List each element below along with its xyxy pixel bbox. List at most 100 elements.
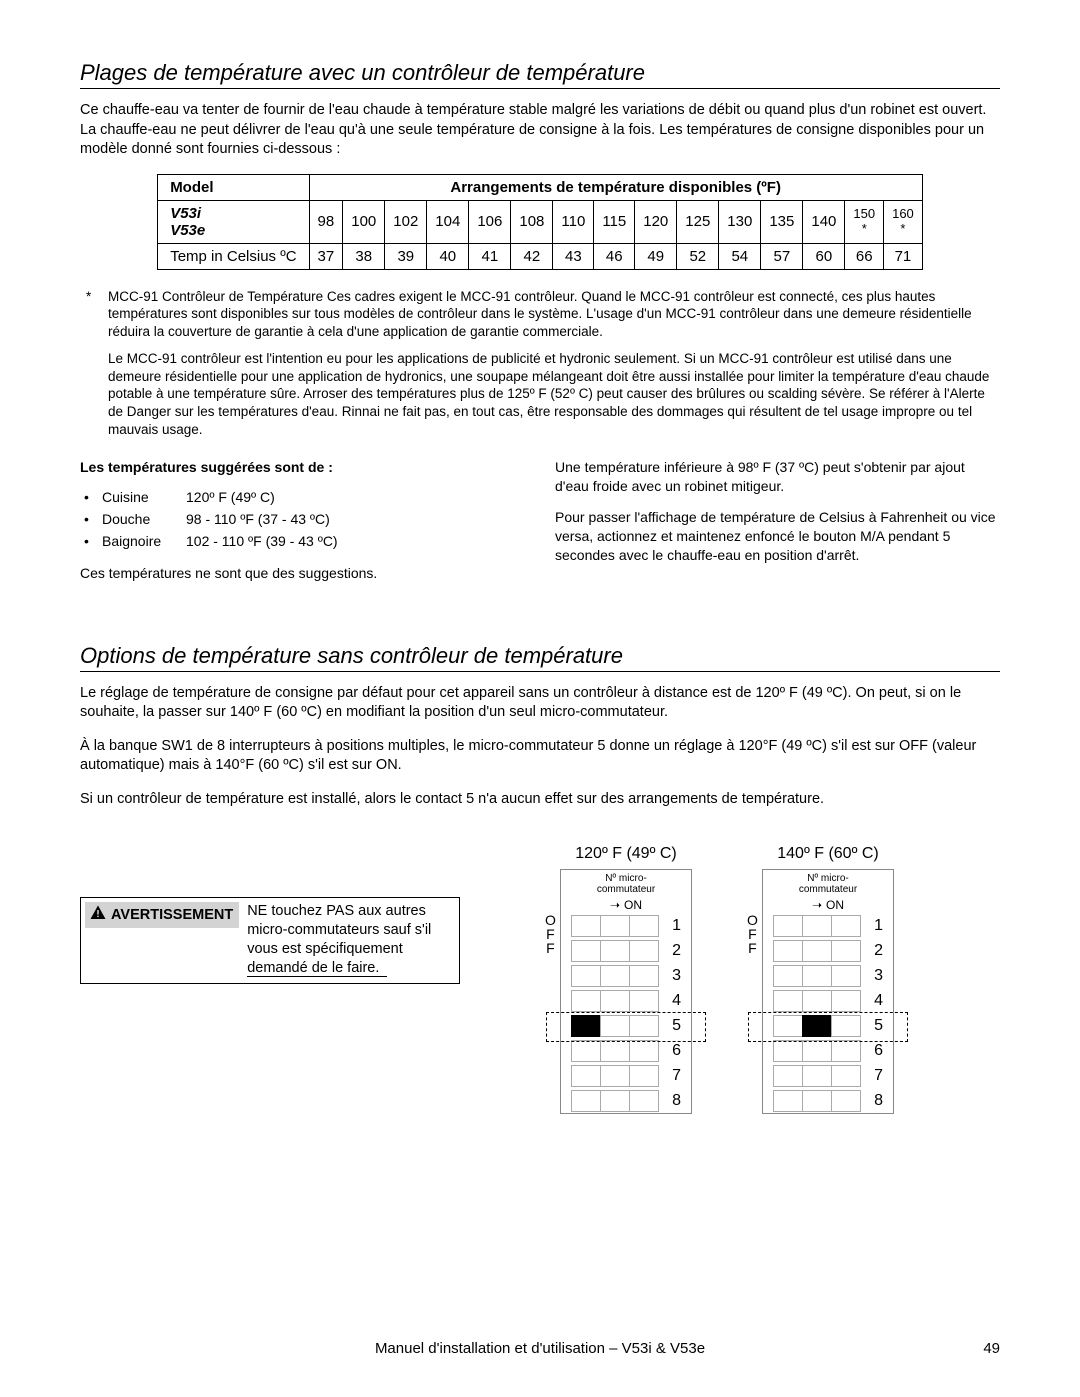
dip-cell <box>802 1040 832 1062</box>
temp-c-cell: 37 <box>309 243 343 269</box>
suggested-label: Douche <box>102 510 186 529</box>
dip-cell <box>831 965 861 987</box>
dip-number: 8 <box>861 1092 889 1110</box>
dip-number: 7 <box>861 1067 889 1085</box>
dip-cell <box>802 965 832 987</box>
dip-number: 3 <box>861 967 889 985</box>
suggested-value: 120º F (49º C) <box>186 488 275 507</box>
dip-row: 4 <box>763 988 893 1013</box>
dip-number: 2 <box>861 942 889 960</box>
dip-cell <box>831 1040 861 1062</box>
dip-number: 1 <box>659 917 687 935</box>
dip-number: 5 <box>659 1017 687 1035</box>
dip-head: Nº micro- commutateur <box>763 874 893 896</box>
dip-row: 8 <box>763 1088 893 1113</box>
rightcol-p1: Une température inférieure à 98º F (37 º… <box>555 458 1000 496</box>
dip-row: 7 <box>763 1063 893 1088</box>
temp-c-cell: 52 <box>677 243 719 269</box>
temp-f-cell: 98 <box>309 200 343 243</box>
dip-cell <box>773 1090 803 1112</box>
dip-off-label: OFF <box>545 913 556 955</box>
arrow-right-icon: ➝ <box>610 898 620 912</box>
temp-f-cell: 106 <box>469 200 511 243</box>
dip-cell <box>600 965 630 987</box>
dip-cell <box>629 1015 659 1037</box>
dip-row: 5 <box>561 1013 691 1038</box>
dip-cell <box>802 915 832 937</box>
dip-cell <box>571 915 601 937</box>
section2-p1: Le réglage de température de consigne pa… <box>80 684 1000 723</box>
dip-cell <box>831 1090 861 1112</box>
dip-row: 6 <box>561 1038 691 1063</box>
dip-cell <box>600 1090 630 1112</box>
temp-f-cell: 115 <box>594 200 635 243</box>
temp-f-cell: 120 <box>635 200 677 243</box>
dip-row: 2 <box>763 938 893 963</box>
warning-label: AVERTISSEMENT <box>111 907 233 923</box>
section2-p2: À la banque SW1 de 8 interrupteurs à pos… <box>80 737 1000 776</box>
dip-row: 8 <box>561 1088 691 1113</box>
dip-block-140: 140º F (60º C) Nº micro- commutateur ➝ O… <box>762 845 894 1117</box>
dip-number: 1 <box>861 917 889 935</box>
table-row-celsius: Temp in Celsius ºC 37 38 39 40 41 42 43 … <box>158 243 923 269</box>
note-1-text: MCC-91 Contrôleur de Température Ces cad… <box>108 288 1000 341</box>
temp-c-cell: 42 <box>511 243 553 269</box>
suggested-footer: Ces températures ne sont que des suggest… <box>80 564 525 583</box>
dip-cell <box>831 915 861 937</box>
note-2: Le MCC-91 contrôleur est l'intention eu … <box>80 350 1000 438</box>
dip-rows: OFF 12345678 <box>561 913 691 1113</box>
dip-cell <box>571 1040 601 1062</box>
suggested-section: Les températures suggérées sont de : • C… <box>80 458 1000 582</box>
bullet-icon: • <box>84 510 102 529</box>
temp-f-cell: 160* <box>884 200 923 243</box>
dip-cell <box>802 1090 832 1112</box>
dip-cell <box>600 940 630 962</box>
temp-c-cell: 38 <box>343 243 385 269</box>
warning-wrap: AVERTISSEMENT NE touchez PAS aux autres … <box>80 829 500 983</box>
suggested-label: Cuisine <box>102 488 186 507</box>
dip-row: 4 <box>561 988 691 1013</box>
dip-cell <box>773 915 803 937</box>
temp-f-cell: 110 <box>553 200 594 243</box>
warning-box: AVERTISSEMENT NE touchez PAS aux autres … <box>80 897 460 983</box>
temp-c-cell: 41 <box>469 243 511 269</box>
temp-f-cell: 108 <box>511 200 553 243</box>
temp-c-cell: 39 <box>385 243 427 269</box>
dip-number: 6 <box>861 1042 889 1060</box>
dip-cell <box>773 940 803 962</box>
dip-cell <box>802 940 832 962</box>
dip-on-indicator: ➝ ON <box>763 898 893 912</box>
suggested-item: • Baignoire 102 - 110 ºF (39 - 43 ºC) <box>80 532 525 551</box>
temp-c-cell: 43 <box>553 243 594 269</box>
suggested-item: • Cuisine 120º F (49º C) <box>80 488 525 507</box>
dip-rows: OFF 12345678 <box>763 913 893 1113</box>
suggested-label: Baignoire <box>102 532 186 551</box>
section1-intro: Ce chauffe-eau va tenter de fournir de l… <box>80 101 1000 160</box>
dip-number: 2 <box>659 942 687 960</box>
dip-140-title: 140º F (60º C) <box>762 845 894 863</box>
dip-row: 3 <box>763 963 893 988</box>
dip-row: 1 <box>763 913 893 938</box>
dip-120-title: 120º F (49º C) <box>560 845 692 863</box>
dip-cell <box>571 990 601 1012</box>
dip-cell <box>802 1015 832 1037</box>
suggested-value: 98 - 110 ºF (37 - 43 ºC) <box>186 510 330 529</box>
dip-number: 4 <box>659 992 687 1010</box>
dip-cell <box>629 990 659 1012</box>
table-header-temps: Arrangements de température disponibles … <box>309 174 922 200</box>
dip-cell <box>773 1065 803 1087</box>
page: Plages de température avec un contrôleur… <box>0 0 1080 1397</box>
note-1: * MCC-91 Contrôleur de Température Ces c… <box>80 288 1000 341</box>
dip-area: 120º F (49º C) Nº micro- commutateur ➝ O… <box>560 845 894 1117</box>
dip-row: 1 <box>561 913 691 938</box>
dip-block-120: 120º F (49º C) Nº micro- commutateur ➝ O… <box>560 845 692 1117</box>
dip-cell <box>629 1090 659 1112</box>
dip-number: 3 <box>659 967 687 985</box>
dip-cell <box>571 1065 601 1087</box>
dip-cell <box>802 990 832 1012</box>
dip-row: 3 <box>561 963 691 988</box>
dip-cell <box>571 940 601 962</box>
temp-c-cell: 54 <box>719 243 761 269</box>
dip-box: Nº micro- commutateur ➝ ON OFF 12345678 <box>560 869 692 1114</box>
dip-box: Nº micro- commutateur ➝ ON OFF 12345678 <box>762 869 894 1114</box>
